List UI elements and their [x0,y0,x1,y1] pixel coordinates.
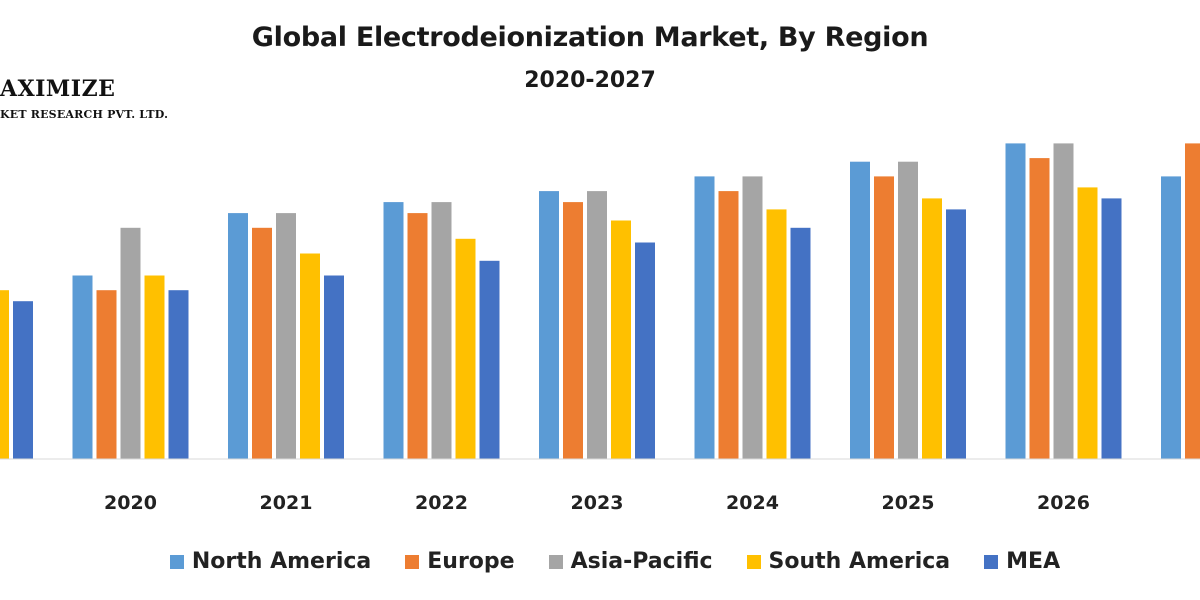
bar-europe-2024 [718,191,739,459]
bar-europe-2020 [96,290,117,459]
bar-north-america-2020 [72,275,93,459]
bar-asia-pacific-2024 [742,176,763,459]
x-tick-label: 2021 [260,492,313,514]
bar-europe-2021 [252,227,272,459]
bar-europe-2025 [874,176,894,459]
legend-swatch [746,554,761,569]
bar-north-america-2021 [228,213,248,459]
legend-label: Asia-Pacific [570,549,713,574]
bar-asia-pacific-2023 [587,191,607,459]
legend-swatch [548,554,563,569]
bar-south-america-2023 [611,220,631,459]
x-tick-label: 2020 [104,492,157,514]
chart-title: Global Electrodeionization Market, By Re… [251,22,929,53]
bar-north-america-2025 [850,161,870,459]
bar-mea-2024 [790,227,811,459]
bar-mea-2022 [479,260,500,459]
legend-item: MEA [984,549,1060,574]
bar-asia-pacific-2021 [276,213,296,459]
bar-asia-pacific-2022 [431,202,452,459]
logo-tagline: KET RESEARCH PVT. LTD. [0,108,169,121]
legend-swatch [984,554,999,569]
bars-group [0,143,1200,459]
legend: North America Europe Asia-Pacific South Ame… [0,549,1200,574]
bar-europe-2023 [563,202,583,459]
x-tick-label: 2022 [415,492,468,514]
bar-mea-2025 [946,209,966,459]
bar-south-america-2024 [766,209,787,459]
legend-item: North America [169,549,372,574]
bar-europe-2 [1185,143,1200,459]
bar-mea-2026 [1101,198,1122,459]
bar-europe-2022 [407,213,428,459]
bar-europe-2026 [1029,158,1050,459]
bar-mea-2021 [324,275,344,459]
legend-label: North America [191,549,372,574]
x-tick-label: 2023 [571,492,624,514]
legend-label: South America [768,549,951,574]
bar-north-america-2022 [383,202,404,459]
chart-subtitle: 2020-2027 [524,68,656,93]
bar-south-america-2026 [1077,187,1098,459]
bar-north-america-2026 [1005,143,1026,459]
bar-north-america-2 [1161,176,1181,459]
legend-swatch [169,554,184,569]
x-tick-label: 2024 [726,492,779,514]
bar-south-america-2021 [300,253,320,459]
bar-south-america-2022 [455,238,476,459]
bar-asia-pacific-2025 [898,161,918,459]
legend-swatch [405,554,420,569]
bar-south-america-2020 [144,275,165,459]
bar-mea-2020 [168,290,189,459]
bar-north-america-2024 [694,176,715,459]
legend-item: Europe [405,549,515,574]
logo-name: AXIMIZE [0,76,116,102]
bar-south-america-2025 [922,198,942,459]
legend-item: South America [746,549,951,574]
bar-asia-pacific-2020 [120,227,141,459]
x-tick-label: 2025 [882,492,935,514]
bar-south-america-start [0,290,9,459]
bar-north-america-2023 [539,191,559,459]
bar-mea-2023 [635,242,655,459]
legend-label: MEA [1006,549,1061,574]
legend-item: Asia-Pacific [548,549,713,574]
x-tick-label: 2026 [1037,492,1090,514]
bar-mea-start [13,301,33,459]
bar-asia-pacific-2026 [1053,143,1074,459]
legend-label: Europe [427,549,515,574]
x-tick-labels: 20202021202220232024202520262 [104,492,1090,514]
